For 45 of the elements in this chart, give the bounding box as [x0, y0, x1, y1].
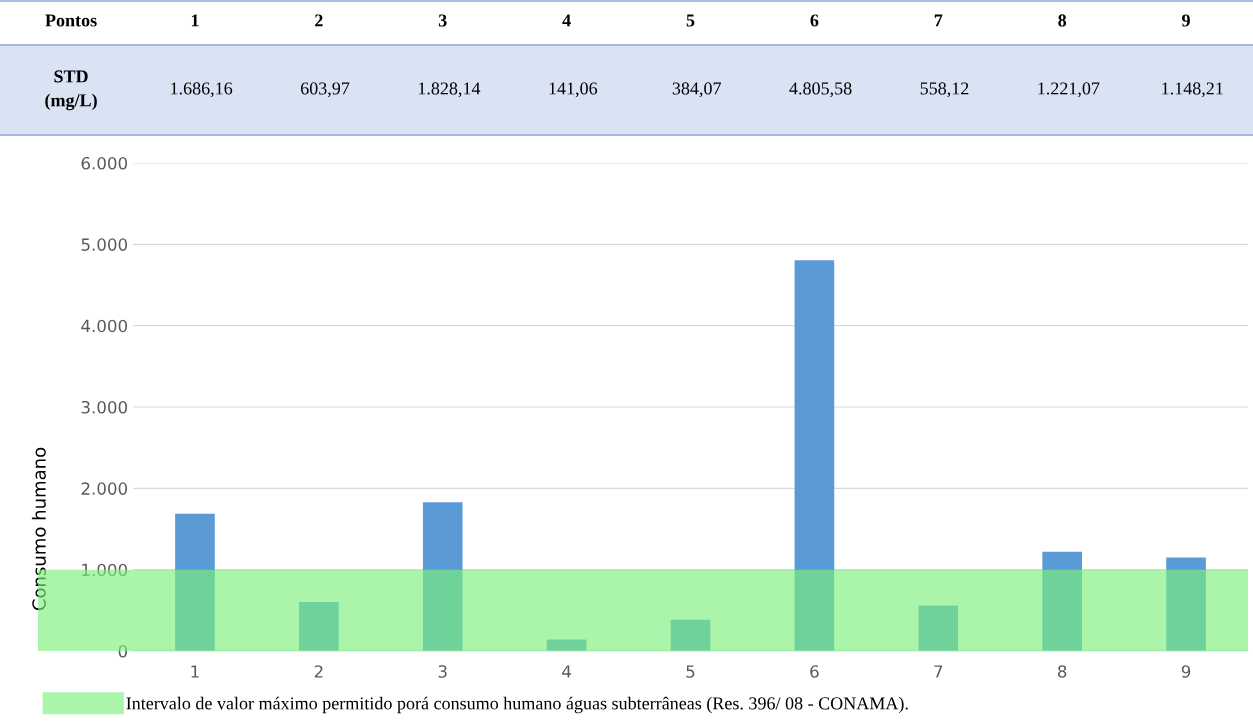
x-tick-label: 9	[1181, 665, 1191, 678]
y-tick-label: 3.000	[81, 400, 128, 414]
category-label: 6	[810, 14, 819, 27]
category-label: 1	[191, 14, 199, 27]
y-tick-label: 4.000	[81, 319, 128, 333]
y-axis-title: Consumo humano	[31, 447, 46, 611]
bar	[1042, 551, 1082, 651]
bar	[422, 502, 463, 651]
category-label: 3	[438, 14, 447, 27]
category-label: 2	[315, 14, 323, 27]
data-label: 384,07	[672, 82, 721, 98]
y-tick-label: 6.000	[81, 156, 128, 170]
bar	[918, 605, 959, 651]
category-label: 9	[1182, 14, 1190, 27]
y-tick-label: 5.000	[81, 238, 128, 251]
x-tick-label: 6	[810, 665, 819, 678]
x-tick-label: 3	[438, 665, 447, 678]
x-tick-label: 5	[686, 665, 695, 678]
data-label: 1.686,16	[171, 82, 233, 98]
data-label: 1.148,21	[1162, 82, 1223, 98]
y-tick-label: 2.000	[81, 482, 128, 495]
x-tick-label: 1	[191, 665, 199, 678]
text: Pontos	[45, 14, 97, 27]
category-label: 4	[562, 14, 571, 27]
bar	[175, 513, 215, 651]
data-label: 141,06	[549, 82, 598, 98]
legend-label: Intervalo de valor máximo permitido porá consumo humano águas subterrâneas (Res. 396/ 08 - CONAMA).	[126, 696, 908, 714]
category-label: 8	[1058, 14, 1067, 27]
bar	[1166, 557, 1206, 651]
data-label: 603,97	[300, 82, 350, 98]
bar	[670, 619, 711, 651]
data-label: 558,12	[920, 82, 969, 98]
bar	[299, 601, 339, 651]
y-tick-label: 0	[118, 644, 128, 658]
x-tick-label: 4	[562, 665, 571, 678]
bar	[794, 260, 835, 651]
data-label: 4.805,58	[789, 82, 852, 98]
data-label: 1.828,14	[418, 82, 481, 98]
x-tick-label: 8	[1057, 665, 1067, 678]
x-tick-label: 7	[934, 665, 943, 678]
category-label: 5	[686, 14, 695, 27]
x-tick-label: 2	[314, 665, 323, 678]
text: STD (mg/L)	[45, 70, 97, 111]
category-label: 7	[934, 14, 943, 27]
data-label: 1.221,07	[1038, 82, 1100, 98]
